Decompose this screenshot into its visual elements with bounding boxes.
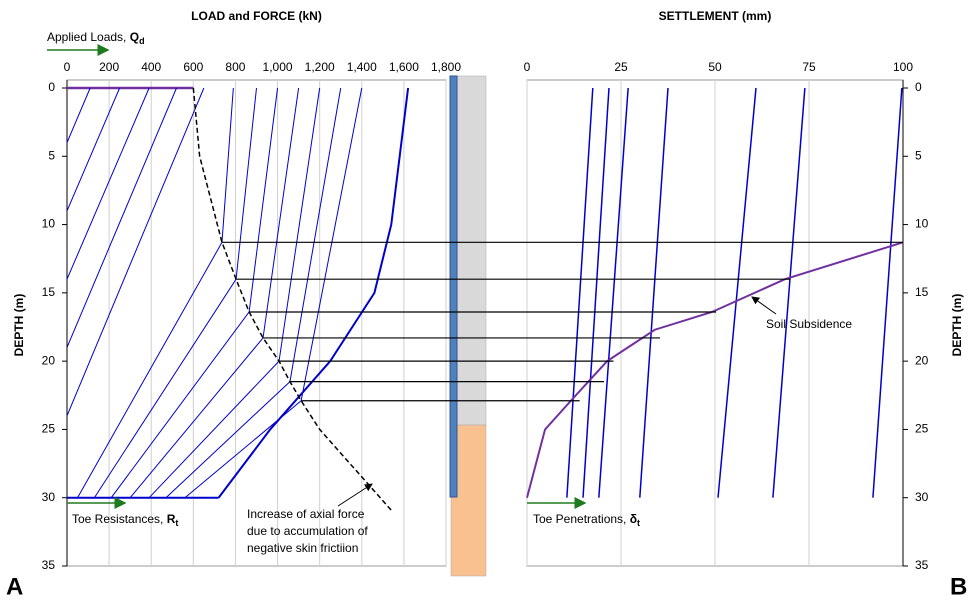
x-tick-label: 1,000	[263, 60, 293, 74]
x-tick-label: 1,800	[431, 60, 461, 74]
series-line	[148, 87, 321, 499]
series-line	[717, 87, 757, 498]
x-tick-label: 50	[708, 60, 722, 74]
annotation: negative skin frictiion	[247, 541, 358, 555]
series-line	[566, 87, 594, 498]
y-tick-label: 0	[915, 80, 922, 94]
annotation-text: Toe Penetrations,	[533, 512, 630, 526]
series-line	[129, 87, 300, 499]
y-tick-label: 10	[915, 217, 929, 231]
y-tick-label: 20	[42, 353, 56, 367]
series-line	[110, 87, 279, 499]
y-tick-label: 10	[42, 217, 56, 231]
series-line	[772, 87, 806, 498]
annotation-text: Applied Loads,	[47, 30, 130, 44]
series-line	[77, 87, 234, 498]
annotation: Applied Loads, Qd	[47, 30, 145, 46]
panel-label: A	[6, 573, 23, 600]
annotation: Toe Penetrations, δt	[533, 512, 640, 528]
series-line	[165, 87, 342, 499]
x-tick-label: 600	[183, 60, 203, 74]
x-tick-label: 1,600	[389, 60, 419, 74]
x-tick-label: 25	[614, 60, 628, 74]
chart-title: SETTLEMENT (mm)	[659, 9, 772, 23]
y-axis-label: DEPTH (m)	[950, 294, 964, 357]
annotation-subscript: t	[637, 518, 640, 528]
annotation: due to accumulation of	[247, 524, 368, 538]
x-tick-label: 1,400	[347, 60, 377, 74]
y-tick-label: 35	[915, 558, 929, 572]
chart-title: LOAD and FORCE (kN)	[191, 9, 322, 23]
series-line	[66, 87, 121, 212]
annotation-symbol: δ	[630, 512, 637, 526]
x-tick-label: 0	[64, 60, 71, 74]
y-tick-label: 20	[915, 353, 929, 367]
annotation-symbol: R	[167, 512, 176, 526]
series-line	[66, 87, 91, 143]
series-line	[872, 87, 903, 498]
series-line	[184, 87, 363, 499]
annotation: Toe Resistances, Rt	[72, 512, 178, 528]
annotation-text: Toe Resistances,	[72, 512, 167, 526]
y-tick-label: 0	[48, 80, 55, 94]
y-tick-label: 25	[915, 422, 929, 436]
y-tick-label: 15	[915, 285, 929, 299]
series-line	[598, 87, 629, 498]
annotation: Increase of axial force	[247, 507, 365, 521]
series-line	[639, 87, 669, 498]
x-tick-label: 1,200	[305, 60, 335, 74]
series-line	[217, 87, 410, 499]
series-line	[66, 87, 205, 416]
annotation-arrow	[337, 483, 373, 507]
x-tick-label: 200	[99, 60, 119, 74]
y-tick-label: 30	[915, 490, 929, 504]
annotation-subscript: d	[139, 36, 145, 46]
series-line	[66, 87, 150, 280]
series-line	[526, 241, 904, 498]
y-tick-label: 35	[42, 558, 56, 572]
x-tick-label: 400	[141, 60, 161, 74]
pile	[449, 75, 458, 498]
y-tick-label: 5	[915, 148, 922, 162]
annotation-symbol: Q	[130, 30, 139, 44]
x-tick-label: 75	[802, 60, 816, 74]
annotation: Soil Subsidence	[766, 317, 852, 331]
x-tick-label: 800	[225, 60, 245, 74]
y-tick-label: 30	[42, 490, 56, 504]
x-tick-label: 100	[893, 60, 913, 74]
y-tick-label: 5	[48, 148, 55, 162]
y-tick-label: 25	[42, 422, 56, 436]
x-tick-label: 0	[524, 60, 531, 74]
annotation-arrow	[751, 296, 777, 315]
y-axis-label: DEPTH (m)	[12, 294, 26, 357]
series-line	[66, 87, 177, 348]
y-tick-label: 15	[42, 285, 56, 299]
panel-label: B	[950, 573, 967, 600]
series-line	[582, 87, 610, 498]
series-line	[192, 87, 393, 512]
annotation-subscript: t	[175, 518, 178, 528]
plot-frame	[66, 79, 447, 567]
